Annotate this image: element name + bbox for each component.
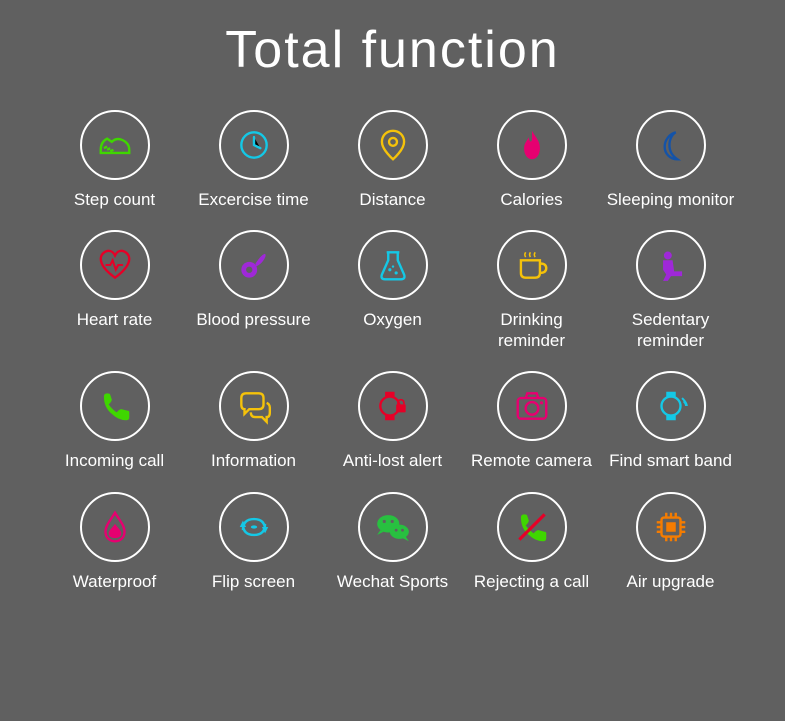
- shoe-icon: [80, 110, 150, 180]
- function-item: Find smart band: [606, 371, 735, 471]
- function-item: Sleeping monitor: [606, 110, 735, 210]
- watchlock-icon: [358, 371, 428, 441]
- function-item: Wechat Sports: [328, 492, 457, 592]
- function-item: Information: [189, 371, 318, 471]
- phone-icon: [80, 371, 150, 441]
- mappin-icon: [358, 110, 428, 180]
- function-label: Heart rate: [77, 310, 153, 330]
- function-label: Air upgrade: [627, 572, 715, 592]
- function-label: Drinking reminder: [467, 310, 596, 351]
- function-item: Oxygen: [328, 230, 457, 351]
- function-label: Sedentary reminder: [606, 310, 735, 351]
- drop-icon: [80, 492, 150, 562]
- function-item: Heart rate: [50, 230, 179, 351]
- function-item: Air upgrade: [606, 492, 735, 592]
- chip-icon: [636, 492, 706, 562]
- function-label: Waterproof: [73, 572, 156, 592]
- function-label: Distance: [359, 190, 425, 210]
- flask-icon: [358, 230, 428, 300]
- flame-icon: [497, 110, 567, 180]
- watchfind-icon: [636, 371, 706, 441]
- wechat-icon: [358, 492, 428, 562]
- function-label: Oxygen: [363, 310, 422, 330]
- flip-icon: [219, 492, 289, 562]
- function-label: Wechat Sports: [337, 572, 448, 592]
- function-label: Excercise time: [198, 190, 309, 210]
- function-item: Remote camera: [467, 371, 596, 471]
- function-label: Rejecting a call: [474, 572, 589, 592]
- chat-icon: [219, 371, 289, 441]
- function-label: Incoming call: [65, 451, 164, 471]
- function-item: Waterproof: [50, 492, 179, 592]
- bp-icon: [219, 230, 289, 300]
- function-item: Drinking reminder: [467, 230, 596, 351]
- function-item: Anti-lost alert: [328, 371, 457, 471]
- function-label: Find smart band: [609, 451, 732, 471]
- function-item: Sedentary reminder: [606, 230, 735, 351]
- moon-icon: [636, 110, 706, 180]
- seat-icon: [636, 230, 706, 300]
- page-title: Total function: [30, 20, 755, 80]
- function-item: Distance: [328, 110, 457, 210]
- function-label: Step count: [74, 190, 155, 210]
- function-label: Anti-lost alert: [343, 451, 442, 471]
- cup-icon: [497, 230, 567, 300]
- function-label: Flip screen: [212, 572, 295, 592]
- function-item: Calories: [467, 110, 596, 210]
- function-item: Blood pressure: [189, 230, 318, 351]
- clock-icon: [219, 110, 289, 180]
- function-label: Remote camera: [471, 451, 592, 471]
- function-label: Calories: [500, 190, 562, 210]
- function-item: Step count: [50, 110, 179, 210]
- heart-icon: [80, 230, 150, 300]
- function-label: Blood pressure: [196, 310, 310, 330]
- function-item: Incoming call: [50, 371, 179, 471]
- function-item: Flip screen: [189, 492, 318, 592]
- function-label: Sleeping monitor: [607, 190, 735, 210]
- reject-icon: [497, 492, 567, 562]
- camera-icon: [497, 371, 567, 441]
- function-grid: Step count Excercise time Distance Calories…: [30, 110, 755, 592]
- function-label: Information: [211, 451, 296, 471]
- function-item: Excercise time: [189, 110, 318, 210]
- function-item: Rejecting a call: [467, 492, 596, 592]
